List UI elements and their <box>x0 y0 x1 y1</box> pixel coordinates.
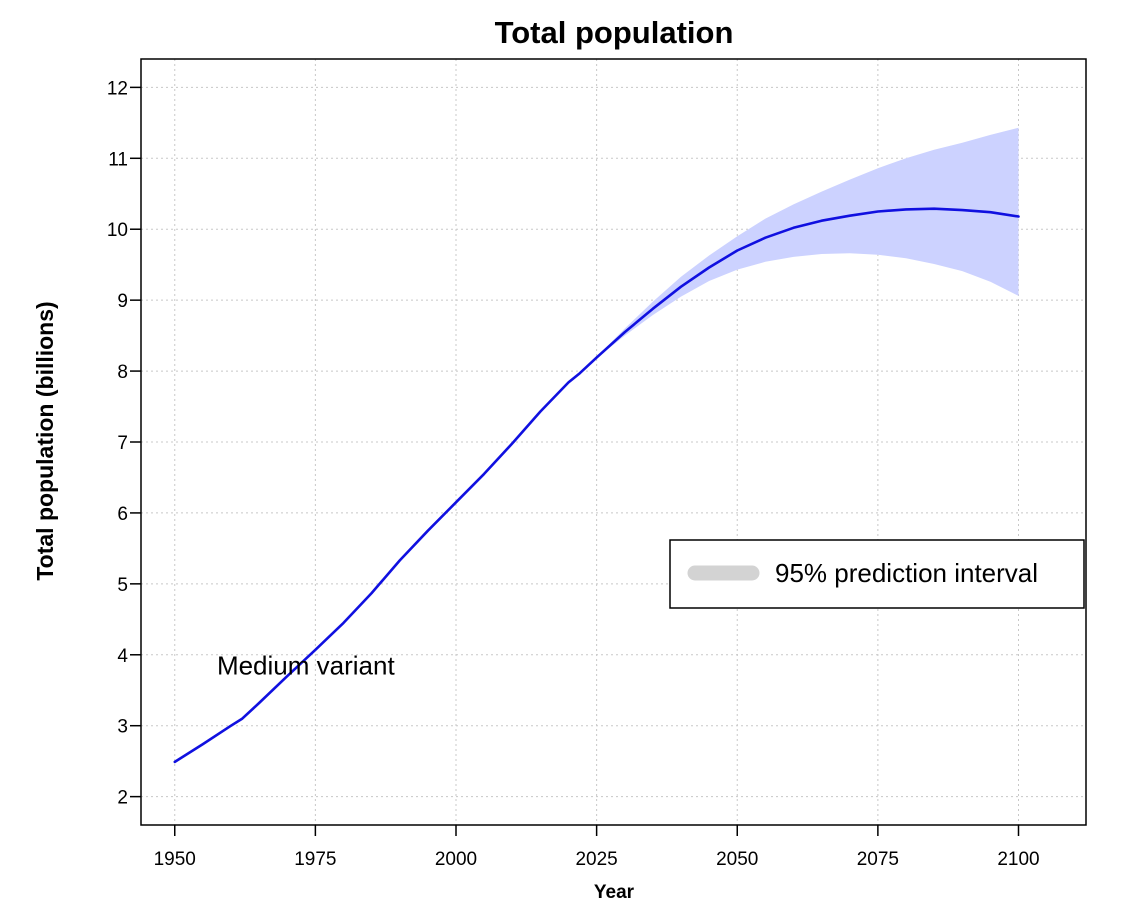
chart-title: Total population <box>495 15 734 50</box>
y-tick-label: 4 <box>117 646 128 667</box>
y-tick-label: 2 <box>117 788 128 809</box>
x-tick-label: 2100 <box>997 849 1039 870</box>
series-line-layer <box>173 207 1020 764</box>
y-tick-label: 11 <box>108 149 128 170</box>
x-tick-label: 1975 <box>294 849 336 870</box>
y-tick-label: 6 <box>117 504 128 525</box>
series-line-medium-variant <box>173 207 1020 764</box>
x-tick-label: 2075 <box>857 849 899 870</box>
x-tick-label: 1950 <box>154 849 196 870</box>
y-tick-label: 9 <box>117 291 128 312</box>
y-tick-label: 7 <box>117 433 128 454</box>
prediction-band-layer <box>579 127 1019 374</box>
y-tick-label: 12 <box>107 78 128 99</box>
annotations: Medium variant <box>217 650 396 680</box>
y-tick-label: 3 <box>117 717 128 738</box>
prediction-interval-band <box>579 127 1019 374</box>
x-tick-label: 2050 <box>716 849 758 870</box>
legend-entry-label: 95% prediction interval <box>775 558 1038 588</box>
y-tick-label: 10 <box>107 220 128 241</box>
x-tick-label: 2000 <box>435 849 477 870</box>
annotation-label: Medium variant <box>217 650 396 680</box>
y-axis-label: Total population (billions) <box>32 301 58 580</box>
y-tick-label: 5 <box>117 575 128 596</box>
legend: 95% prediction interval <box>669 539 1085 609</box>
x-tick-label: 2025 <box>575 849 617 870</box>
y-tick-label: 8 <box>117 362 128 383</box>
x-axis-label: Year <box>594 882 635 903</box>
x-axis-ticks: 1950 1975 2000 2025 2050 2075 2100 <box>154 825 1040 870</box>
y-axis-ticks: 2 3 4 5 6 7 8 9 10 11 12 <box>107 78 141 809</box>
